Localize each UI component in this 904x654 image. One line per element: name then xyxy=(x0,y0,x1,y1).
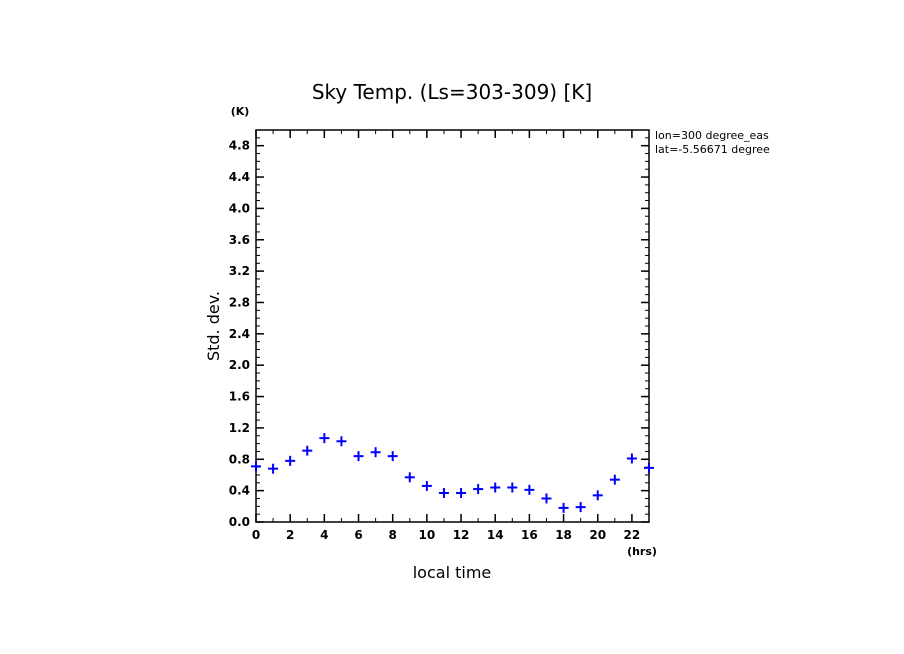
data-point xyxy=(285,455,296,466)
x-tick-label: 18 xyxy=(555,528,572,542)
data-point xyxy=(302,445,313,456)
y-tick-label: 3.6 xyxy=(229,233,250,247)
y-tick-label: 1.2 xyxy=(229,421,250,435)
data-point xyxy=(507,482,518,493)
y-tick-label: 4.4 xyxy=(229,170,250,184)
data-point xyxy=(541,493,552,504)
data-point xyxy=(438,487,449,498)
y-tick-label: 1.6 xyxy=(229,390,250,404)
y-tick-label: 0.0 xyxy=(229,515,250,529)
annotation-lon: lon=300 degree_eas xyxy=(655,129,769,142)
data-point xyxy=(524,484,535,495)
y-tick-label: 2.4 xyxy=(229,327,250,341)
data-point xyxy=(456,487,467,498)
x-tick-label: 20 xyxy=(589,528,606,542)
x-tick-label: 12 xyxy=(453,528,470,542)
data-points xyxy=(251,433,654,513)
x-tick-label: 4 xyxy=(320,528,328,542)
y-tick-label: 2.0 xyxy=(229,358,250,372)
data-point xyxy=(251,461,261,472)
plot-frame xyxy=(255,129,650,523)
y-axis-label: Std. dev. xyxy=(204,291,223,361)
data-point xyxy=(575,502,586,513)
x-tick-label: 2 xyxy=(286,528,294,542)
data-point xyxy=(319,433,330,444)
data-point xyxy=(421,480,432,491)
data-point xyxy=(268,463,279,474)
x-tick-label: 0 xyxy=(252,528,260,542)
y-tick-label: 2.8 xyxy=(229,295,250,309)
x-tick-label: 22 xyxy=(624,528,641,542)
annotation-lat: lat=-5.56671 degree xyxy=(655,143,770,156)
y-tick-label: 3.2 xyxy=(229,264,250,278)
data-point xyxy=(592,490,603,501)
data-point xyxy=(473,484,484,495)
x-tick-label: 6 xyxy=(354,528,362,542)
data-point xyxy=(387,451,398,462)
x-axis: 0 2 4 6 8 10 12 14 16 18 20 22 xyxy=(252,130,650,542)
x-tick-label: 14 xyxy=(487,528,504,542)
y-tick-label: 4.0 xyxy=(229,201,250,215)
y-axis: 0.0 0.4 0.8 1.2 1.6 2.0 2.4 2.8 3.2 3.6 4.0 4.4 4.8 xyxy=(229,129,649,529)
x-tick-label: 16 xyxy=(521,528,538,542)
data-point xyxy=(336,436,347,447)
data-point xyxy=(370,447,381,458)
data-point xyxy=(609,474,620,485)
data-point xyxy=(490,482,501,493)
x-unit-label: (hrs) xyxy=(627,545,657,558)
data-point xyxy=(558,502,569,513)
data-point xyxy=(353,451,364,462)
data-point xyxy=(404,472,415,483)
data-point xyxy=(626,453,637,464)
y-unit-label: (K) xyxy=(231,105,250,118)
y-tick-label: 4.8 xyxy=(229,139,250,153)
chart-title: Sky Temp. (Ls=303-309) [K] xyxy=(312,80,592,104)
y-tick-label: 0.4 xyxy=(229,484,250,498)
x-tick-label: 8 xyxy=(389,528,397,542)
data-point xyxy=(644,462,654,473)
x-tick-label: 10 xyxy=(419,528,436,542)
y-tick-label: 0.8 xyxy=(229,452,250,466)
x-axis-label: local time xyxy=(413,563,492,582)
